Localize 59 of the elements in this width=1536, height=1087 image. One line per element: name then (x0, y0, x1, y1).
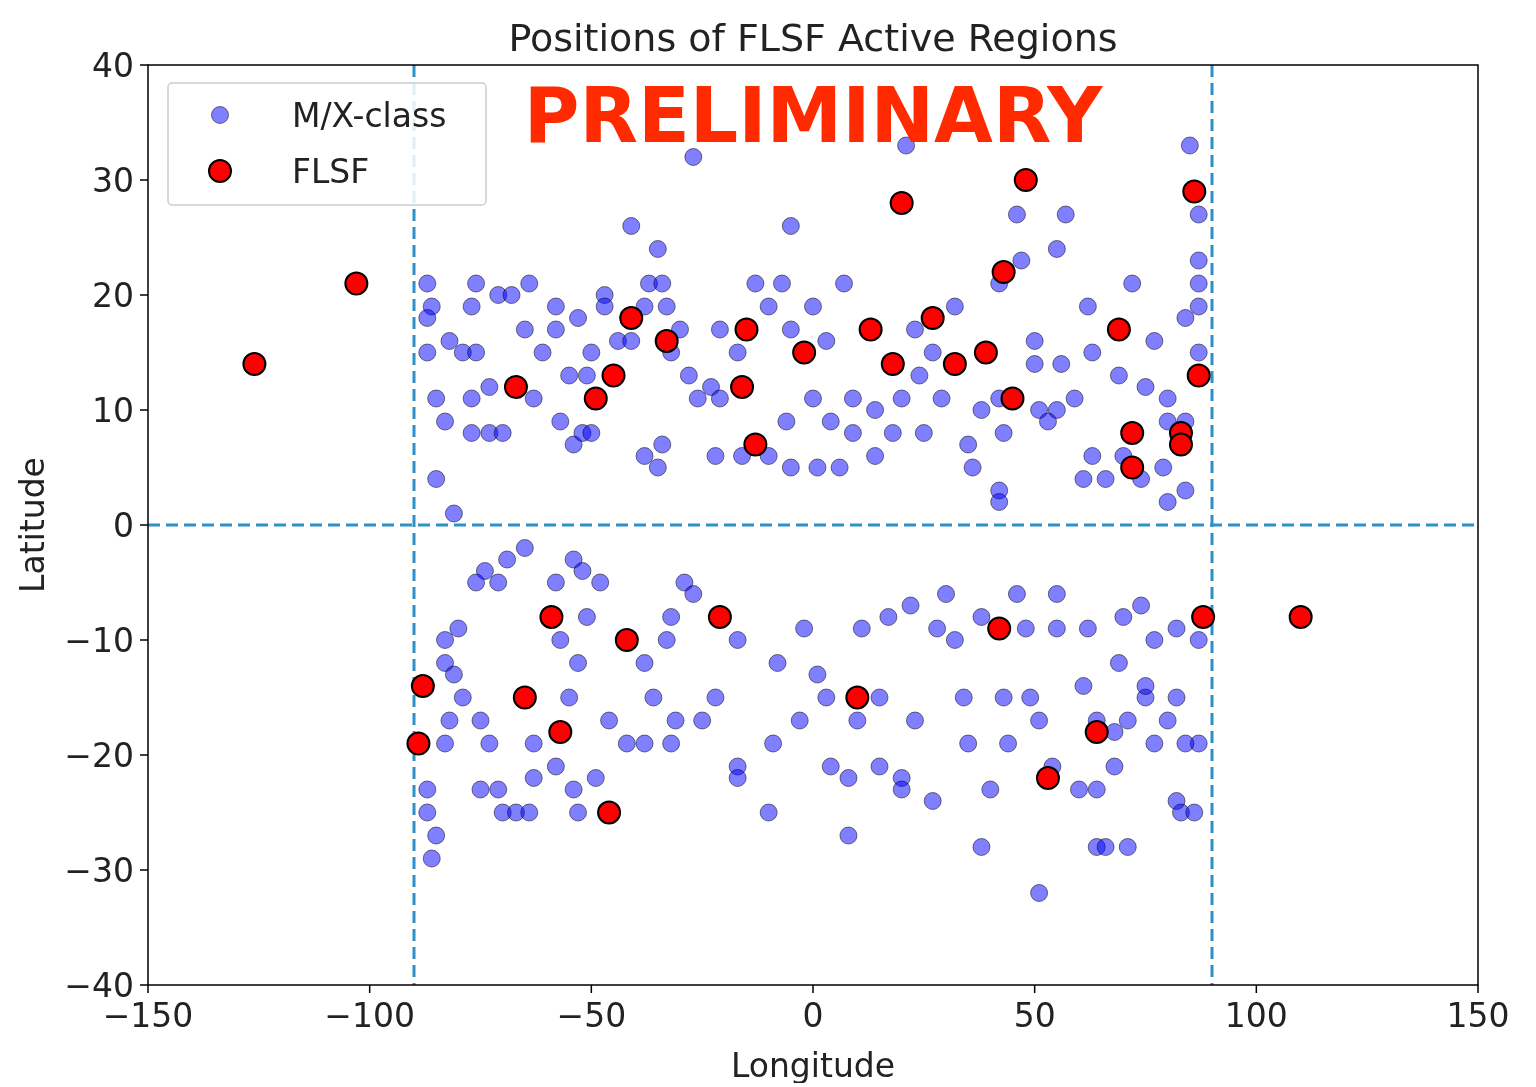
point (1000, 386, 1025, 411)
x-tick-label: −50 (556, 996, 627, 1035)
point (1084, 720, 1109, 744)
point (1106, 317, 1131, 342)
point (654, 329, 679, 353)
point (987, 616, 1012, 641)
point (1120, 455, 1145, 480)
point (792, 340, 817, 365)
point (942, 352, 967, 376)
y-tick-label: 40 (92, 46, 134, 85)
annotation: PRELIMINARY (523, 71, 1104, 160)
point (991, 260, 1016, 284)
point (920, 306, 945, 330)
y-axis-title: Latitude (13, 457, 52, 593)
y-tick-label: 0 (113, 506, 134, 545)
point (1288, 605, 1313, 629)
chart-title: Positions of FLSF Active Regions (508, 16, 1118, 60)
point (601, 363, 626, 388)
y-tick-label: −30 (64, 851, 134, 890)
y-tick-label: −10 (64, 621, 134, 660)
point (1035, 766, 1060, 790)
x-tick-label: 0 (802, 996, 824, 1035)
point (597, 800, 622, 825)
point (548, 720, 573, 744)
x-tick-label: 50 (1013, 996, 1056, 1035)
point (583, 386, 608, 411)
point (1191, 605, 1216, 629)
point (858, 317, 883, 342)
legend-label: M/X-class (292, 96, 447, 135)
legend-label: FLSF (292, 152, 370, 191)
point (242, 352, 267, 376)
point (743, 432, 768, 457)
point (410, 674, 435, 698)
y-tick-label: 10 (92, 391, 134, 430)
point (889, 191, 914, 215)
point (730, 375, 755, 399)
x-tick-label: 100 (1224, 996, 1288, 1035)
point (512, 685, 537, 710)
point (734, 317, 759, 342)
point (619, 306, 644, 330)
x-tick-label: 150 (1446, 996, 1510, 1035)
y-tick-label: −20 (64, 736, 134, 775)
point (1182, 179, 1207, 204)
point (344, 271, 369, 296)
point (614, 628, 639, 652)
point (1013, 168, 1038, 192)
point (845, 685, 870, 710)
point (973, 340, 998, 365)
point (539, 605, 564, 629)
point (1168, 432, 1193, 457)
point (707, 605, 732, 629)
y-tick-label: 20 (92, 276, 134, 315)
x-tick-label: −100 (324, 996, 415, 1035)
point (1120, 421, 1145, 445)
point (406, 731, 431, 756)
point (1186, 363, 1211, 388)
point (880, 352, 905, 376)
y-tick-label: 30 (92, 161, 134, 200)
point (503, 375, 528, 399)
